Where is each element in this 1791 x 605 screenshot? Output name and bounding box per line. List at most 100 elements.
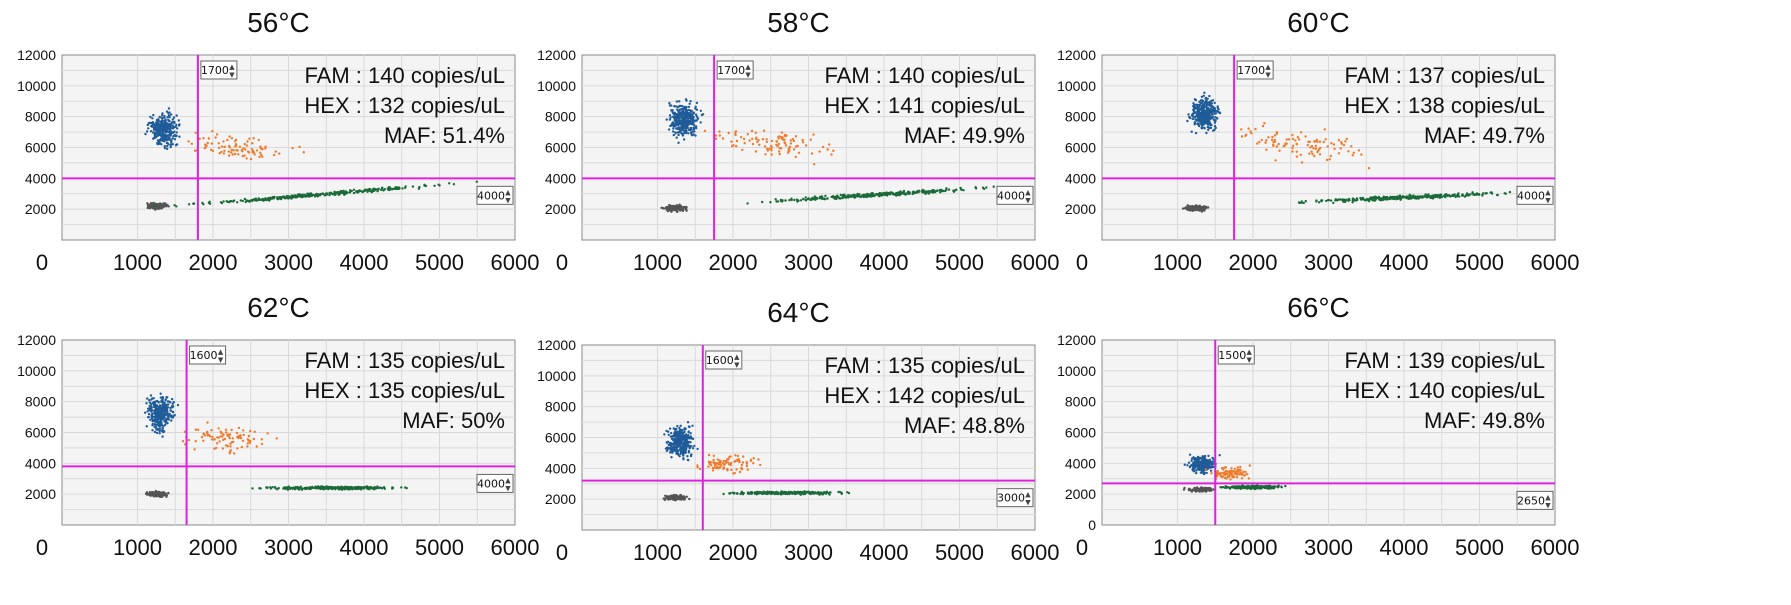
data-point (309, 192, 312, 195)
data-point (685, 205, 688, 209)
data-point (1189, 209, 1192, 212)
data-point (288, 195, 291, 198)
data-point (819, 491, 822, 495)
data-point (226, 138, 229, 142)
threshold-y-spinbox[interactable]: 4000 ▲▼ (476, 185, 514, 205)
threshold-x-spinbox[interactable]: 1600 ▲▼ (189, 345, 227, 365)
threshold-y-spinbox[interactable]: 4000 ▲▼ (1516, 185, 1554, 205)
data-point (1330, 142, 1333, 145)
data-point (158, 408, 161, 411)
data-point (681, 437, 684, 440)
data-point (475, 180, 478, 183)
data-point (757, 458, 760, 461)
data-point (304, 195, 307, 198)
data-point (169, 406, 172, 410)
data-point (233, 140, 237, 143)
data-point (155, 119, 159, 122)
x-tick-label: 0 (556, 540, 568, 565)
data-point (861, 194, 864, 197)
data-point (1398, 194, 1402, 197)
data-point (245, 144, 249, 147)
data-point (786, 492, 789, 495)
data-point (235, 431, 239, 435)
data-point (1205, 131, 1208, 135)
concentration-annotation: FAM : 140 copies/uL (824, 63, 1025, 88)
data-point (1200, 127, 1204, 130)
data-point (676, 437, 680, 440)
data-point (684, 116, 687, 119)
data-point (680, 120, 684, 123)
data-point (1300, 200, 1303, 203)
data-point (1209, 126, 1213, 130)
data-point (1190, 130, 1193, 133)
data-point (149, 418, 152, 421)
data-point (222, 200, 225, 203)
spin-value: 4000 (997, 189, 1025, 202)
data-point (339, 486, 342, 490)
threshold-x-spinbox[interactable]: 1700 ▲▼ (1236, 60, 1274, 80)
data-point (228, 452, 231, 455)
data-point (684, 124, 687, 127)
data-point (788, 491, 792, 494)
threshold-x-spinbox[interactable]: 1600 ▲▼ (705, 350, 743, 370)
data-point (677, 205, 681, 208)
x-tick-label: 0 (1076, 535, 1088, 560)
threshold-y-spinbox[interactable]: 3000 ▲▼ (996, 488, 1034, 508)
data-point (682, 117, 685, 120)
data-point (162, 137, 165, 141)
data-point (685, 438, 688, 441)
x-tick-label: 6000 (491, 250, 540, 275)
data-point (252, 137, 255, 140)
data-point (683, 430, 686, 434)
data-point (166, 116, 169, 119)
data-point (171, 137, 174, 140)
x-tick-label: 3000 (264, 535, 313, 560)
threshold-x-spinbox[interactable]: 1700 ▲▼ (716, 60, 754, 80)
data-point (150, 492, 154, 496)
data-point (356, 190, 359, 194)
data-point (821, 145, 825, 149)
data-point (158, 429, 161, 433)
data-point (681, 126, 685, 130)
threshold-x-spinbox[interactable]: 1700 ▲▼ (200, 60, 238, 80)
data-point (329, 192, 332, 195)
data-point (215, 133, 219, 136)
x-tick-label: 2000 (709, 540, 758, 565)
data-point (1206, 125, 1209, 129)
data-point (228, 200, 231, 204)
threshold-y-spinbox[interactable]: 4000 ▲▼ (476, 473, 514, 493)
data-point (668, 118, 672, 121)
data-point (707, 460, 711, 463)
data-point (160, 415, 163, 419)
data-point (680, 132, 684, 135)
data-point (734, 133, 737, 137)
data-point (1198, 204, 1201, 207)
data-point (1299, 131, 1303, 134)
data-point (761, 200, 764, 204)
data-point (1195, 112, 1198, 116)
data-point (348, 189, 352, 192)
data-point (689, 109, 692, 112)
data-point (788, 146, 791, 150)
y-tick-label: 10000 (17, 363, 56, 379)
data-point (683, 206, 686, 209)
data-point (154, 400, 157, 403)
data-point (675, 449, 679, 452)
data-point (682, 457, 685, 460)
data-point (165, 124, 169, 128)
data-point (302, 151, 305, 154)
data-point (853, 194, 856, 197)
data-point (169, 113, 173, 116)
data-point (748, 492, 751, 495)
data-point (1210, 102, 1213, 105)
data-point (175, 205, 178, 208)
x-tick-label: 2000 (1229, 250, 1278, 275)
data-point (147, 412, 151, 416)
data-point (1439, 195, 1442, 198)
data-point (1192, 115, 1195, 118)
threshold-y-spinbox[interactable]: 4000 ▲▼ (996, 185, 1034, 205)
data-point (1209, 122, 1212, 126)
data-point (193, 448, 196, 451)
data-point (243, 142, 246, 146)
